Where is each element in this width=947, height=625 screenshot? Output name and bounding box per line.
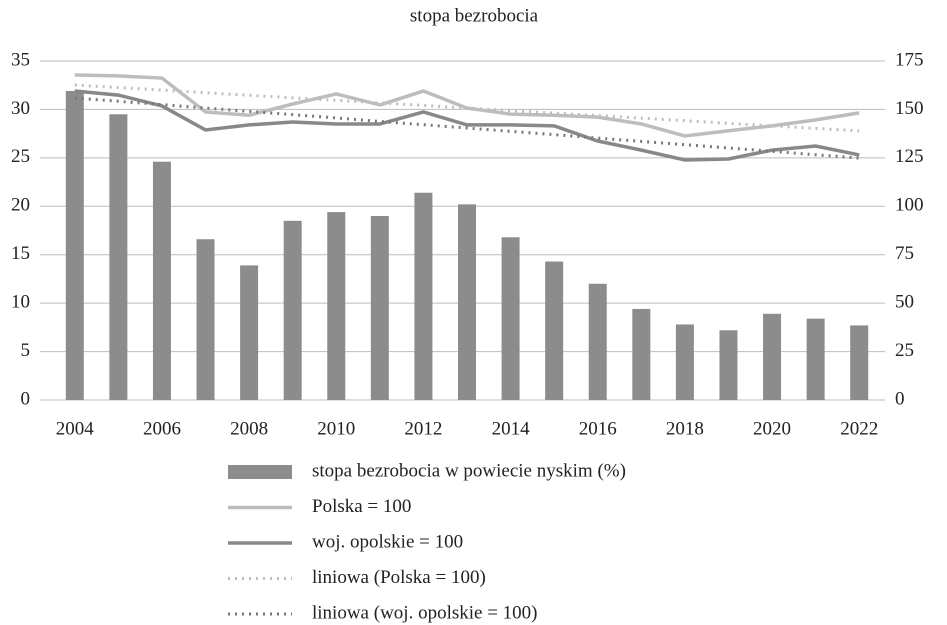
- y2-tick-label: 175: [895, 49, 924, 70]
- line: [74, 89, 860, 162]
- legend-label: stopa bezrobocia w powiecie nyskim (%): [312, 460, 626, 481]
- chart-title: stopa bezrobocia: [410, 5, 539, 26]
- bar: [327, 212, 346, 400]
- bar: [370, 215, 389, 400]
- y2-tick-label: 0: [895, 388, 905, 409]
- x-tick-label: 2016: [579, 418, 617, 439]
- bar: [850, 325, 869, 400]
- y-tick-label: 15: [11, 243, 30, 264]
- x-tick-label: 2014: [492, 418, 531, 439]
- y2-tick-label: 25: [895, 340, 914, 361]
- bar: [719, 330, 738, 400]
- bar: [65, 91, 84, 401]
- y2-tick-label: 150: [895, 98, 924, 119]
- bar: [414, 192, 433, 400]
- legend-label: liniowa (Polska = 100): [312, 567, 486, 588]
- bar: [196, 239, 215, 400]
- y-tick-label: 0: [21, 388, 31, 409]
- bar: [109, 114, 128, 401]
- x-tick-label: 2008: [230, 418, 268, 439]
- x-tick-label: 2004: [56, 418, 95, 439]
- trend-line: [74, 96, 860, 160]
- bar: [806, 318, 825, 400]
- legend-label: liniowa (woj. opolskie = 100): [312, 602, 538, 623]
- y-tick-label: 10: [11, 292, 30, 313]
- bar: [763, 313, 782, 400]
- bar: [588, 283, 607, 400]
- bar: [675, 324, 694, 400]
- bar: [283, 220, 302, 400]
- x-tick-label: 2018: [666, 418, 704, 439]
- x-tick-label: 2020: [753, 418, 791, 439]
- y-tick-label: 5: [21, 340, 31, 361]
- y-tick-label: 25: [11, 146, 30, 167]
- legend-swatch: [228, 465, 292, 479]
- bar: [458, 204, 476, 400]
- bar: [545, 261, 564, 400]
- y2-tick-label: 125: [895, 146, 924, 167]
- y-tick-label: 30: [11, 98, 30, 119]
- y-tick-label: 35: [11, 49, 30, 70]
- y2-tick-label: 100: [895, 195, 924, 216]
- x-tick-label: 2006: [143, 418, 181, 439]
- bar: [501, 237, 520, 400]
- legend-label: Polska = 100: [312, 496, 411, 517]
- x-tick-label: 2012: [404, 418, 442, 439]
- y-tick-label: 20: [11, 195, 30, 216]
- x-tick-label: 2022: [840, 418, 878, 439]
- y2-tick-label: 75: [895, 243, 914, 264]
- y2-tick-label: 50: [895, 292, 914, 313]
- trend-line: [74, 83, 860, 133]
- bar: [632, 308, 651, 400]
- bar: [152, 161, 171, 400]
- legend-label: woj. opolskie = 100: [312, 531, 463, 552]
- x-tick-label: 2010: [317, 418, 355, 439]
- bar: [240, 265, 259, 400]
